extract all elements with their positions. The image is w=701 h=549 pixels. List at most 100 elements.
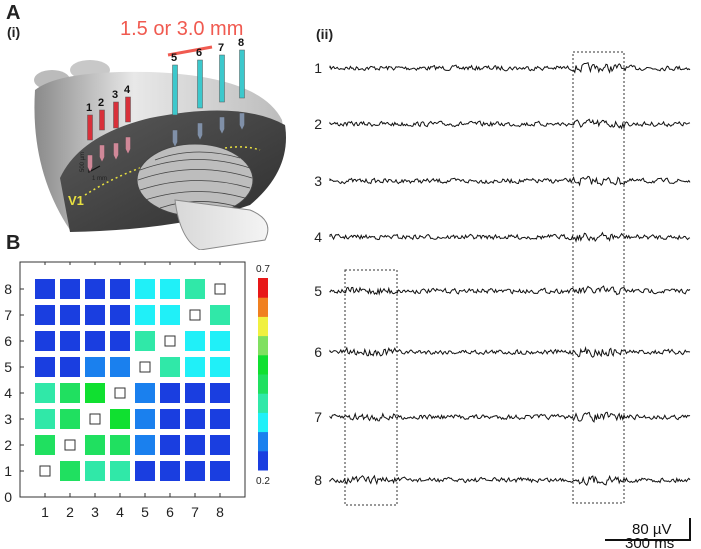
- electrode-tip: [99, 144, 105, 163]
- heatmap-cell: [185, 383, 205, 403]
- scale-amplitude-label: 80 µV: [632, 521, 672, 538]
- electrode-shaft: [197, 59, 203, 109]
- scale-time-label: 300 ms: [625, 535, 674, 549]
- trace-channel: [329, 231, 691, 243]
- heatmap-cell: [185, 461, 205, 481]
- y-tick-label: 5: [4, 359, 12, 375]
- electrode-tip: [87, 154, 93, 173]
- heatmap-cell: [60, 461, 80, 481]
- x-tick-label: 6: [166, 504, 174, 520]
- heatmap-cell: [210, 409, 230, 429]
- heatmap-cell: [60, 383, 80, 403]
- scale-bar: [605, 518, 691, 541]
- heatmap-cell: [60, 409, 80, 429]
- heatmap-cell: [35, 331, 55, 351]
- heatmap-cell: [110, 305, 130, 325]
- heatmap-cell: [160, 383, 180, 403]
- heatmap-cell: [210, 435, 230, 455]
- electrode-shaft: [87, 114, 93, 141]
- heatmap-cell: [210, 305, 230, 325]
- diagonal-cell: [189, 309, 201, 321]
- heatmap-cell: [135, 279, 155, 299]
- heatmap-cell: [210, 461, 230, 481]
- heatmap-cell: [160, 409, 180, 429]
- channel-label: 6: [314, 344, 322, 360]
- diagonal-cell: [114, 387, 126, 399]
- heatmap-cell: [35, 409, 55, 429]
- heatmap-cell: [35, 357, 55, 377]
- electrode-label: 6: [196, 47, 202, 59]
- heatmap-cell: [185, 409, 205, 429]
- colorbar-min-label: 0.2: [256, 476, 270, 487]
- heatmap-cell: [110, 435, 130, 455]
- x-tick-label: 3: [91, 504, 99, 520]
- x-tick-label: 4: [116, 504, 124, 520]
- colorbar-segment: [258, 431, 268, 452]
- heatmap-cell: [160, 435, 180, 455]
- trace-channel: [329, 118, 691, 130]
- region-label-v1: V1: [68, 193, 84, 208]
- electrode-shaft: [99, 109, 105, 131]
- heatmap-cell: [185, 279, 205, 299]
- heatmap-cell: [135, 461, 155, 481]
- diagonal-cell: [89, 413, 101, 425]
- heatmap-cell: [135, 331, 155, 351]
- heatmap-cell: [160, 305, 180, 325]
- x-tick-label: 8: [216, 504, 224, 520]
- heatmap-cell: [135, 383, 155, 403]
- y-tick-label: 3: [4, 411, 12, 427]
- channel-label: 2: [314, 116, 322, 132]
- electrode-shaft: [113, 101, 119, 129]
- distance-bar: [167, 45, 213, 57]
- heatmap-cell: [35, 279, 55, 299]
- colorbar-segment: [258, 450, 268, 471]
- subpanel-ii-label: (ii): [316, 26, 334, 42]
- electrode-label: 2: [98, 97, 104, 109]
- highlight-box: [344, 269, 398, 506]
- electrode-shaft: [239, 49, 245, 99]
- heatmap-cell: [85, 357, 105, 377]
- trace-channel: [329, 175, 691, 187]
- colorbar-max-label: 0.7: [256, 264, 270, 275]
- trace-channel: [329, 474, 691, 487]
- y-tick-label: 0: [4, 489, 12, 505]
- electrode-tip: [172, 129, 178, 148]
- x-tick-label: 2: [66, 504, 74, 520]
- y-tick-label: 7: [4, 307, 12, 323]
- heatmap-cell: [85, 331, 105, 351]
- panel-b-label: B: [6, 232, 21, 254]
- trace-channel: [329, 411, 691, 423]
- heatmap-cell: [110, 409, 130, 429]
- y-tick-label: 4: [4, 385, 12, 401]
- diagonal-cell: [139, 361, 151, 373]
- colorbar-segment: [258, 393, 268, 413]
- spinal-cord: [174, 199, 269, 250]
- diagonal-cell: [164, 335, 176, 347]
- heatmap-cell: [85, 383, 105, 403]
- heatmap-cell: [85, 435, 105, 455]
- x-tick-label: 1: [41, 504, 49, 520]
- heatmap-cell: [160, 357, 180, 377]
- channel-label: 4: [314, 229, 322, 245]
- electrode-label: 7: [218, 42, 224, 54]
- colorbar-segment: [258, 278, 268, 298]
- electrode-shaft: [219, 54, 225, 103]
- electrode-shaft: [125, 96, 131, 123]
- heatmap-cell: [160, 279, 180, 299]
- heatmap-cell: [185, 357, 205, 377]
- heatmap-cell: [85, 279, 105, 299]
- heatmap-cell: [60, 279, 80, 299]
- plot-frame: [19, 261, 246, 498]
- heatmap-cell: [185, 331, 205, 351]
- heatmap-cell: [60, 331, 80, 351]
- scale-500um: 500 µm: [80, 152, 86, 172]
- electrode-tip: [113, 142, 119, 161]
- heatmap-cell: [185, 435, 205, 455]
- heatmap-cell: [60, 305, 80, 325]
- channel-label: 3: [314, 173, 322, 189]
- subpanel-i-label: (i): [7, 24, 21, 40]
- electrode-label: 8: [238, 37, 244, 49]
- y-tick-label: 2: [4, 437, 12, 453]
- electrode-tip: [219, 116, 225, 135]
